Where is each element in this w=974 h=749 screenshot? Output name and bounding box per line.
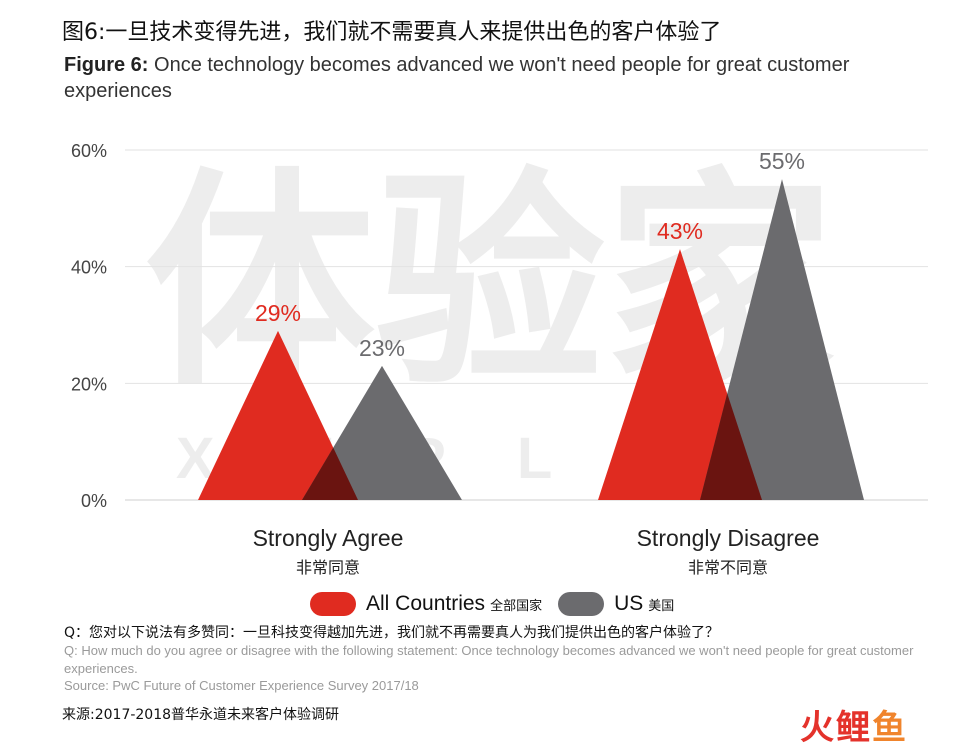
x-tick-label: Strongly Disagree: [637, 525, 820, 551]
y-tick-label: 0%: [81, 491, 107, 511]
legend-swatch-us: [558, 592, 605, 616]
chart-title-en-text: Once technology becomes advanced we won'…: [64, 54, 850, 102]
survey-question-en: Q: How much do you agree or disagree wit…: [64, 643, 914, 676]
data-label: 55%: [759, 148, 805, 174]
y-tick-label: 40%: [71, 258, 107, 278]
chart: 体验家 X M P L U S 0%20%40%60% 29%23%43%55%…: [71, 141, 928, 577]
area-peak-all-countries-0: [198, 330, 358, 500]
survey-question-cn: Q：您对以下说法有多赞同：一旦科技变得越加先进，我们就不再需要真人为我们提供出色…: [64, 625, 720, 641]
x-axis-labels: Strongly Agree 非常同意 Strongly Disagree 非常不同意: [253, 525, 820, 577]
chart-title-en: Figure 6: Once technology becomes advanc…: [64, 52, 934, 104]
y-tick-label: 60%: [71, 141, 107, 161]
area-overlap-0: [302, 447, 358, 500]
chart-marks: 29% 23% 43% 55%: [198, 148, 864, 500]
legend-swatch-all-countries: [310, 592, 356, 616]
source-cn: 来源:2017-2018普华永道未来客户体验调研: [62, 707, 340, 723]
data-label: 29%: [255, 300, 301, 326]
data-label: 43%: [657, 218, 703, 244]
legend-label-us: US: [614, 592, 644, 615]
legend-item-all-countries: All Countries 全部国家: [310, 592, 542, 616]
x-tick-label: Strongly Agree: [253, 525, 404, 551]
area-overlap-1: [700, 393, 762, 500]
x-tick-label-cn: 非常同意: [296, 558, 360, 577]
area-peak-us-1: [700, 179, 864, 500]
legend-item-us: US 美国: [558, 592, 674, 616]
data-label: 23%: [359, 335, 405, 361]
brand-logo: 火鲤鱼: [800, 708, 908, 748]
source-en: Source: PwC Future of Customer Experienc…: [64, 678, 419, 693]
y-tick-label: 20%: [71, 374, 107, 394]
figure-label: Figure 6:: [64, 54, 149, 76]
x-tick-label-cn: 非常不同意: [688, 558, 768, 577]
legend: All Countries 全部国家 US 美国: [310, 590, 690, 618]
legend-label-us-cn: 美国: [648, 598, 675, 614]
y-axis-ticks: 0% 20% 40% 60%: [71, 141, 107, 511]
chart-title-cn: 图6:一旦技术变得先进，我们就不需要真人来提供出色的客户体验了: [62, 20, 722, 45]
legend-label-all-countries: All Countries: [366, 592, 486, 615]
legend-label-all-countries-cn: 全部国家: [490, 598, 543, 614]
